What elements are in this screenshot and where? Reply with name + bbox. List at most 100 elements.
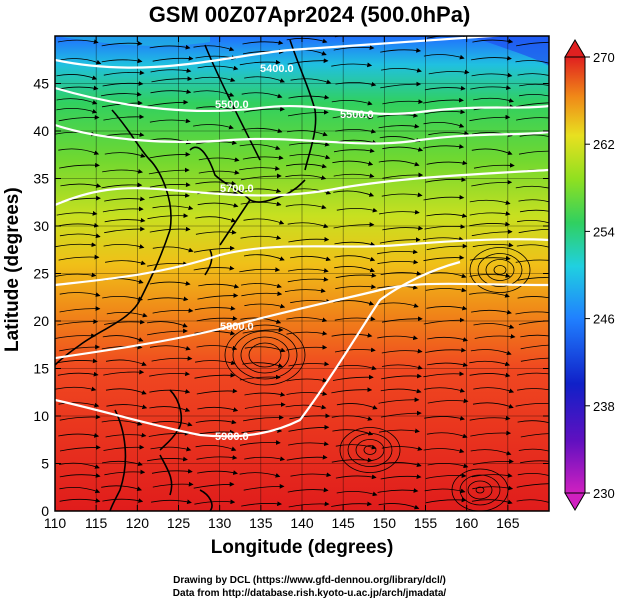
streamline-arrow (196, 345, 238, 351)
streamline-arrow (195, 419, 237, 425)
streamline-arrow (290, 472, 332, 478)
streamline-arrow (377, 302, 419, 308)
streamline-arrow (472, 485, 514, 491)
circulation-swirl (363, 445, 377, 455)
x-tick-label: 130 (208, 515, 232, 531)
streamline-arrow (518, 448, 549, 452)
streamline-arrow (469, 292, 510, 298)
streamline-arrow (424, 224, 466, 230)
streamline-arrow (287, 277, 329, 283)
streamline-arrow (198, 170, 240, 175)
y-tick-label: 25 (33, 266, 49, 282)
streamline-arrow (517, 473, 549, 477)
streamline-arrow (335, 128, 377, 134)
streamline-arrow (288, 94, 330, 100)
streamline-arrow (334, 266, 375, 273)
streamline-arrow (331, 62, 373, 68)
streamline-arrow (242, 327, 284, 334)
streamline-arrow (195, 360, 236, 366)
streamline-arrow (333, 45, 375, 51)
streamline-arrow (147, 456, 188, 462)
streamline-arrow (516, 483, 549, 488)
x-tick-label: 155 (414, 515, 438, 531)
contour-label-5900: 5900.0 (215, 431, 249, 443)
streamline-arrow (423, 448, 465, 454)
streamline-arrow (58, 433, 100, 438)
circulation-swirl (347, 433, 393, 467)
streamline-arrow (244, 392, 286, 397)
streamline-arrow (423, 194, 465, 201)
streamline-arrow (377, 488, 419, 493)
streamline-arrow (240, 235, 282, 240)
streamline-arrow (57, 319, 99, 326)
streamline-arrow (520, 357, 549, 362)
streamline-arrow (469, 221, 511, 227)
streamline-arrow (56, 107, 98, 114)
streamline-arrow (103, 114, 145, 121)
streamline-arrow (378, 123, 420, 129)
x-axis-ticks: 110 115 120 125 130 135 140 145 150 155 160 165 (44, 36, 520, 531)
streamline-arrow (377, 249, 418, 255)
streamline-arrow (425, 287, 467, 293)
streamline-arrow (334, 241, 376, 247)
streamline-arrow (242, 362, 284, 368)
streamline-arrow (241, 92, 283, 99)
streamline-arrow (147, 296, 189, 302)
streamline-arrow (194, 372, 236, 379)
streamline-arrow (197, 202, 239, 208)
streamline-arrow (59, 233, 101, 239)
streamline-arrow (193, 245, 235, 253)
streamline-arrow (105, 359, 147, 366)
circulation-swirl (232, 330, 298, 380)
streamline-arrow (472, 242, 514, 248)
streamline-arrow (105, 388, 147, 395)
streamline-arrow (197, 293, 239, 300)
streamline-arrow (147, 328, 188, 336)
y-tick-label: 45 (33, 76, 49, 92)
streamline-arrow (422, 236, 464, 242)
colorbar-ticks: 270 262 254 246 238 230 (585, 50, 615, 501)
streamline-arrow (149, 182, 191, 188)
streamline-arrow (428, 130, 470, 136)
streamline-arrow (101, 41, 143, 47)
y-axis-ticks: 0 5 10 15 20 25 30 35 40 45 (33, 76, 549, 519)
streamline-arrow (59, 162, 100, 169)
streamline-arrow (426, 36, 468, 39)
streamline-arrow (428, 69, 470, 75)
streamline-arrow (288, 141, 330, 147)
streamline-arrow (378, 397, 420, 404)
streamline-arrow (286, 317, 328, 323)
streamline-arrow (515, 311, 549, 315)
streamline-arrow (58, 148, 100, 155)
streamline-arrow (103, 70, 145, 76)
streamline-arrow (333, 300, 375, 306)
colorbar-tick-label: 246 (593, 312, 615, 327)
streamline-arrow (148, 430, 190, 437)
streamline-arrow (286, 344, 328, 351)
streamline-arrow (331, 332, 373, 338)
streamline-arrow (424, 415, 465, 421)
streamline-arrow (197, 470, 238, 475)
streamline-arrow (151, 468, 193, 474)
circulation-swirl (355, 439, 385, 461)
y-tick-label: 10 (33, 408, 49, 424)
streamline-arrow (519, 83, 549, 87)
streamline-arrow (196, 455, 238, 460)
streamline-arrow (336, 207, 378, 213)
streamline-arrow (148, 167, 190, 175)
contour-5400 (55, 36, 509, 69)
y-tick-label: 35 (33, 171, 49, 187)
streamline-arrow (469, 114, 511, 122)
streamline-arrow (58, 402, 100, 408)
circulation-swirl (339, 427, 401, 473)
circulation-swirl (240, 336, 290, 374)
streamline-arrow (149, 406, 191, 412)
streamline-arrow (193, 124, 234, 130)
streamline-arrow (379, 237, 421, 244)
streamline-arrow (58, 222, 99, 228)
streamline-arrow (333, 148, 375, 154)
streamline-arrow (518, 228, 549, 234)
streamline-arrow (101, 420, 143, 426)
streamline-arrow (424, 488, 466, 494)
streamline-arrow (426, 432, 468, 439)
